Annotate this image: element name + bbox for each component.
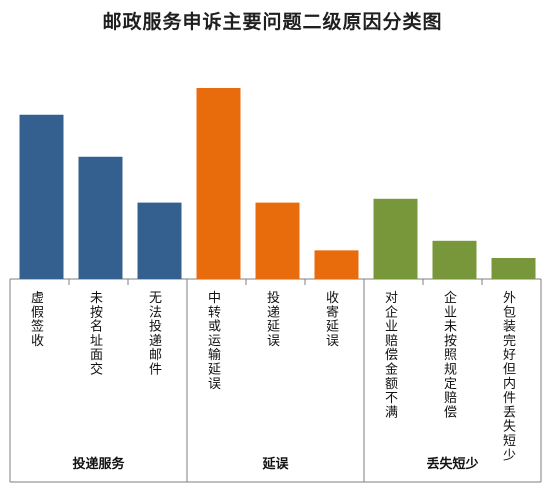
bar <box>255 202 300 279</box>
bar <box>373 198 418 279</box>
group-label: 投递服务 <box>72 456 125 472</box>
group-label: 丢失短少 <box>426 456 478 472</box>
x-tick-label: 虚假签收 <box>31 291 44 349</box>
bar <box>19 114 64 280</box>
bar <box>196 88 241 279</box>
bar <box>78 156 123 279</box>
bar <box>314 250 359 279</box>
bar <box>137 202 182 279</box>
bar <box>491 257 536 279</box>
x-tick-label: 企业未按照规定赔偿 <box>444 290 457 420</box>
x-tick-label: 中转或运输延误 <box>208 291 221 392</box>
x-tick-label: 对企业赔偿金额不满 <box>385 291 398 420</box>
x-tick-label: 投递延误 <box>267 290 280 349</box>
group-label: 延误 <box>261 456 289 472</box>
x-tick-label: 收寄延误 <box>326 291 339 349</box>
chart-title: 邮政服务申诉主要问题二级原因分类图 <box>102 11 443 33</box>
x-tick-label: 外包装完好但内件丢失短少 <box>503 291 516 463</box>
bar <box>432 240 477 279</box>
x-tick-label: 无法投递邮件 <box>149 291 162 378</box>
x-tick-label: 未按名址面交 <box>90 291 103 378</box>
